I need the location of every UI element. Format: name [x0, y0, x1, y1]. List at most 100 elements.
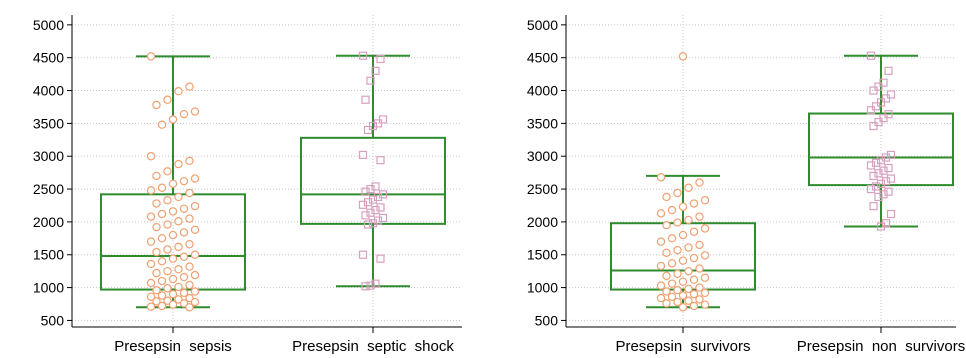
data-point: [879, 190, 888, 199]
y-tick-label: 4000: [527, 83, 558, 99]
iqr-box: [300, 136, 446, 225]
data-point: [185, 82, 194, 91]
data-point: [174, 264, 183, 274]
data-point: [366, 208, 375, 217]
data-point: [190, 270, 200, 280]
data-point: [174, 295, 183, 304]
data-point: [678, 303, 688, 312]
data-point: [152, 171, 161, 181]
data-point: [884, 163, 893, 173]
data-point: [373, 119, 383, 128]
data-point: [695, 283, 704, 292]
y-tick-label: 1000: [33, 280, 64, 296]
data-point: [881, 153, 891, 162]
data-point: [368, 195, 378, 204]
y-tick-label: 5000: [527, 17, 558, 33]
data-point: [361, 187, 370, 196]
data-point: [163, 167, 172, 176]
data-point: [163, 220, 172, 229]
data-point: [179, 272, 189, 282]
x-tick-label: Presepsin sepsis: [114, 338, 232, 355]
data-point: [152, 100, 161, 110]
data-point: [656, 209, 666, 218]
y-tick-label: 500: [535, 312, 559, 328]
data-point: [185, 303, 194, 312]
y-tick-label: 5000: [33, 17, 64, 33]
data-point: [884, 66, 893, 75]
y-tick-label: 2000: [33, 214, 64, 230]
data-point: [363, 198, 373, 207]
data-point: [146, 152, 156, 161]
data-point: [879, 166, 888, 175]
data-point: [174, 242, 183, 252]
data-point: [689, 253, 699, 263]
data-point: [152, 247, 161, 257]
data-point: [157, 301, 167, 311]
data-point: [695, 240, 704, 250]
y-tick-label: 3000: [33, 148, 64, 164]
data-point: [146, 186, 156, 195]
data-point: [673, 188, 682, 198]
data-point: [695, 178, 704, 187]
data-point: [376, 254, 385, 263]
data-point: [684, 215, 693, 225]
data-point: [866, 106, 876, 115]
data-point: [700, 300, 710, 309]
data-point: [146, 212, 156, 221]
data-point: [667, 234, 677, 243]
data-point: [179, 299, 189, 308]
data-point: [163, 266, 172, 276]
data-point: [168, 274, 178, 284]
data-point: [678, 202, 688, 211]
data-point: [163, 196, 172, 205]
data-point: [146, 237, 156, 246]
data-point: [179, 228, 189, 237]
data-point: [871, 182, 881, 191]
data-point: [190, 201, 200, 211]
data-point: [366, 281, 375, 290]
data-point: [656, 237, 666, 246]
data-point: [168, 300, 178, 309]
data-point: [190, 174, 200, 183]
data-point: [174, 192, 183, 202]
y-tick-label: 500: [41, 312, 65, 328]
data-point: [168, 254, 178, 263]
y-tick-label: 4500: [527, 50, 558, 66]
data-point: [684, 296, 693, 305]
data-point: [378, 190, 388, 199]
data-point: [667, 279, 677, 288]
data-point: [168, 207, 178, 216]
data-point: [667, 205, 677, 215]
data-point: [152, 268, 161, 278]
data-point: [157, 257, 167, 266]
data-point: [695, 212, 704, 221]
box-group: Presepsin non survivors: [797, 51, 965, 355]
data-point: [185, 262, 194, 271]
data-point: [871, 158, 881, 167]
data-point: [152, 297, 161, 306]
data-point: [656, 281, 666, 290]
data-point: [662, 271, 671, 280]
data-point: [700, 224, 710, 233]
data-point: [179, 204, 189, 213]
box-group: Presepsin septic shock: [292, 51, 454, 355]
data-point: [886, 174, 896, 183]
data-point: [371, 66, 380, 75]
data-point: [146, 278, 156, 288]
data-point: [678, 52, 688, 61]
data-point: [874, 169, 883, 178]
data-point: [146, 292, 156, 301]
data-point: [689, 227, 699, 236]
y-tick-label: 3500: [527, 115, 558, 131]
box-group: Presepsin survivors: [610, 52, 756, 355]
data-point: [185, 188, 194, 198]
data-point: [662, 299, 671, 308]
data-point: [673, 218, 682, 227]
data-point: [378, 213, 388, 223]
data-point: [361, 211, 370, 220]
data-point: [684, 243, 693, 252]
data-point: [361, 282, 370, 291]
data-point: [376, 156, 385, 165]
y-tick-label: 1500: [33, 247, 64, 263]
